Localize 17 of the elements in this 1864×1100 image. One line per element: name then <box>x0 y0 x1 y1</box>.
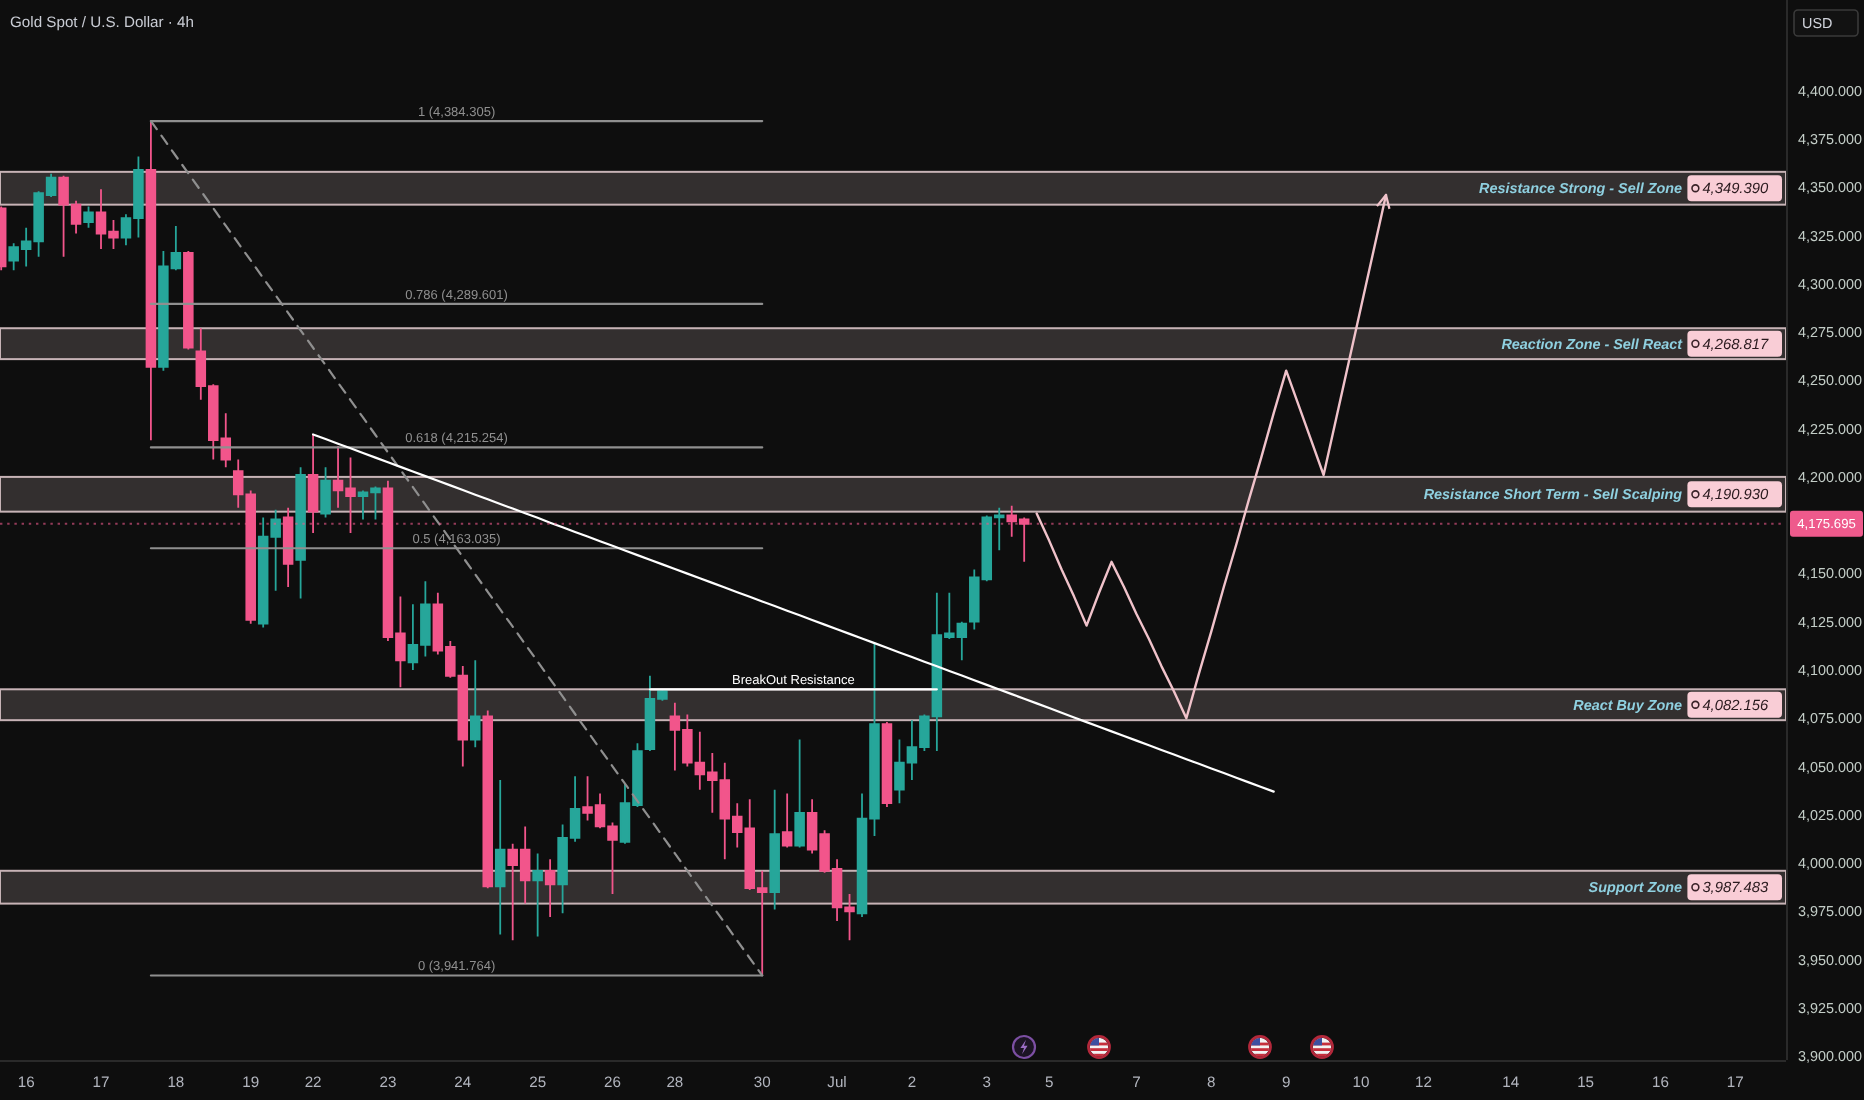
candlestick <box>532 852 543 938</box>
line-series <box>311 433 1275 793</box>
candlestick <box>183 250 194 351</box>
candlestick <box>295 466 306 600</box>
candlestick <box>83 205 94 229</box>
candlestick <box>307 433 319 534</box>
candlestick <box>794 738 805 849</box>
candlestick <box>494 779 506 936</box>
candlestick <box>881 721 893 808</box>
candlestick <box>282 506 294 588</box>
candlestick <box>544 858 556 919</box>
candlestick <box>482 709 494 890</box>
candlestick <box>320 466 331 519</box>
candlestick <box>769 788 780 911</box>
candlestick <box>781 792 793 849</box>
candlestick <box>470 659 481 749</box>
candlestick <box>145 120 157 442</box>
